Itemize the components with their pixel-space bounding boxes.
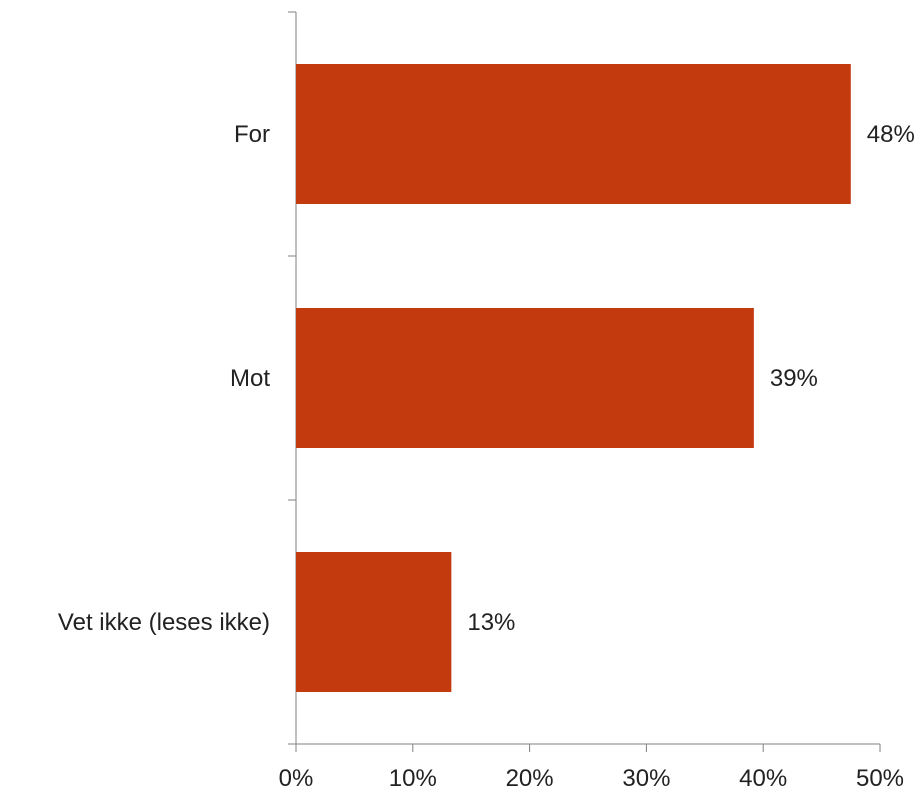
data-label: 39%	[770, 365, 818, 392]
x-tick-label: 20%	[506, 765, 554, 792]
x-tick-label: 50%	[856, 765, 904, 792]
category-label: Vet ikke (leses ikke)	[58, 609, 270, 636]
bar	[296, 64, 851, 204]
data-labels: 48% 39% 13%	[467, 121, 915, 636]
bar	[296, 552, 452, 692]
category-label: For	[234, 121, 270, 148]
data-label: 48%	[867, 121, 915, 148]
x-axis-ticks	[295, 744, 881, 752]
x-tick-label: 30%	[622, 765, 670, 792]
bar	[296, 308, 754, 448]
data-label: 13%	[467, 609, 515, 636]
y-axis-ticks	[288, 11, 296, 745]
category-labels: For Mot Vet ikke (leses ikke)	[58, 121, 270, 636]
bars	[296, 64, 851, 692]
x-tick-label: 0%	[279, 765, 314, 792]
x-tick-label: 10%	[389, 765, 437, 792]
x-tick-labels: 0% 10% 20% 30% 40% 50%	[279, 765, 904, 792]
x-tick-label: 40%	[739, 765, 787, 792]
category-label: Mot	[230, 365, 270, 392]
